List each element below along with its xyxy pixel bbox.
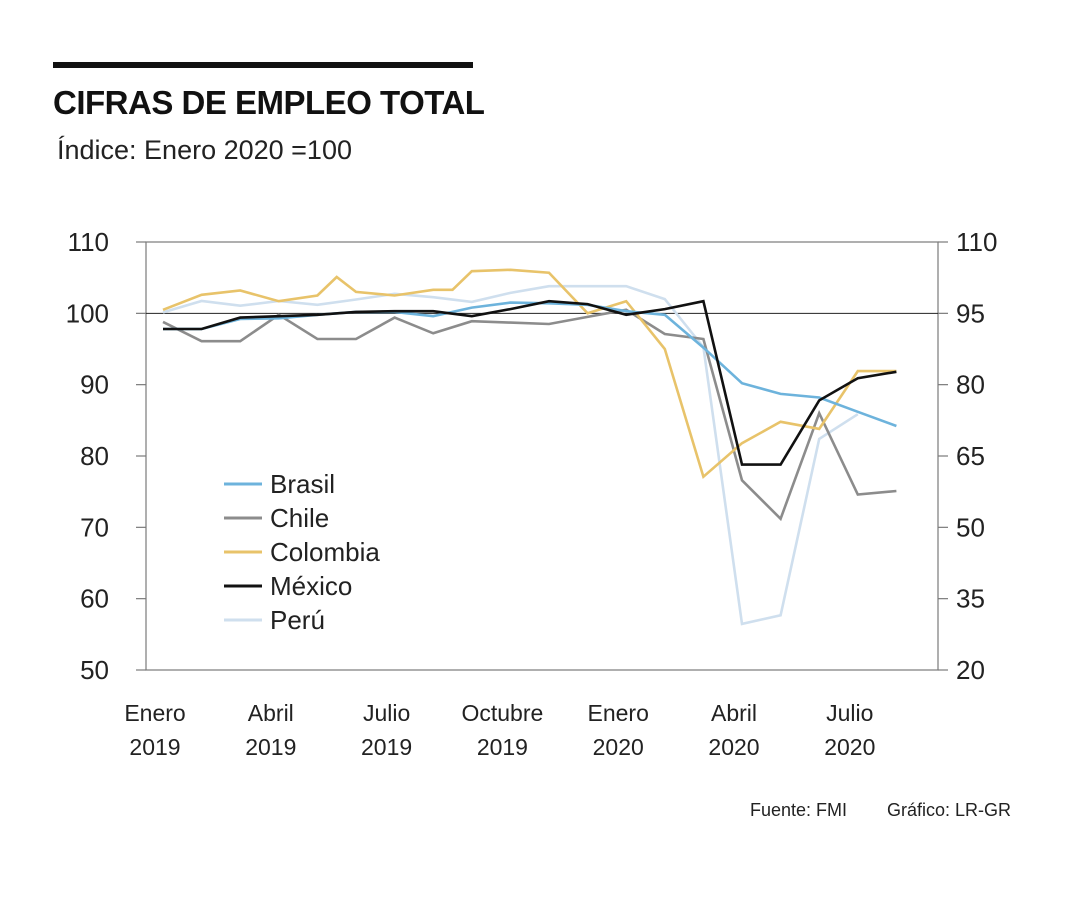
x-tick-label-month: Julio — [363, 700, 410, 726]
y-left-tick-label: 50 — [80, 655, 109, 685]
x-tick-label-year: 2020 — [708, 734, 759, 760]
y-right-tick-label: 35 — [956, 584, 985, 614]
y-right-tick-label: 50 — [956, 512, 985, 542]
x-tick-label-month: Abril — [248, 700, 294, 726]
y-left-tick-label: 70 — [80, 512, 109, 542]
x-tick-label-month: Enero — [588, 700, 649, 726]
legend-label: Perú — [270, 605, 325, 635]
source-note: Fuente: FMI — [750, 800, 848, 820]
series-line-brasil — [163, 301, 897, 428]
y-left-tick-label: 100 — [66, 298, 109, 328]
x-tick-label-year: 2019 — [477, 734, 528, 760]
chart-subtitle: Índice: Enero 2020 =100 — [57, 135, 352, 165]
legend-label: Brasil — [270, 469, 335, 499]
series-line-colombia — [162, 268, 897, 479]
x-tick-label-month: Enero — [124, 700, 185, 726]
series-line-peru — [162, 284, 859, 626]
x-tick-label-year: 2019 — [129, 734, 180, 760]
legend-label: Chile — [270, 503, 329, 533]
legend-label: México — [270, 571, 352, 601]
x-tick-label-year: 2020 — [824, 734, 875, 760]
legend-label: Colombia — [270, 537, 380, 567]
y-right-tick-label: 110 — [956, 227, 997, 257]
y-right-tick-label: 20 — [956, 655, 985, 685]
x-tick-label-year: 2019 — [245, 734, 296, 760]
x-tick-label-year: 2019 — [361, 734, 412, 760]
chart-title: CIFRAS DE EMPLEO TOTAL — [53, 84, 485, 121]
series-line-mexico — [163, 299, 897, 466]
y-left-tick-label: 110 — [68, 227, 109, 257]
x-tick-label-month: Abril — [711, 700, 757, 726]
plot-frame — [145, 241, 939, 671]
credit-note: Gráfico: LR-GR — [887, 800, 1012, 820]
title-rule — [53, 62, 473, 68]
x-tick-label-month: Julio — [826, 700, 873, 726]
y-right-tick-label: 95 — [956, 298, 985, 328]
y-right-tick-label: 80 — [956, 370, 985, 400]
x-tick-label-month: Octubre — [461, 700, 543, 726]
y-left-tick-label: 60 — [80, 584, 109, 614]
y-left-tick-label: 80 — [80, 441, 109, 471]
x-tick-label-year: 2020 — [593, 734, 644, 760]
y-left-tick-label: 90 — [80, 370, 109, 400]
y-right-tick-label: 65 — [956, 441, 985, 471]
